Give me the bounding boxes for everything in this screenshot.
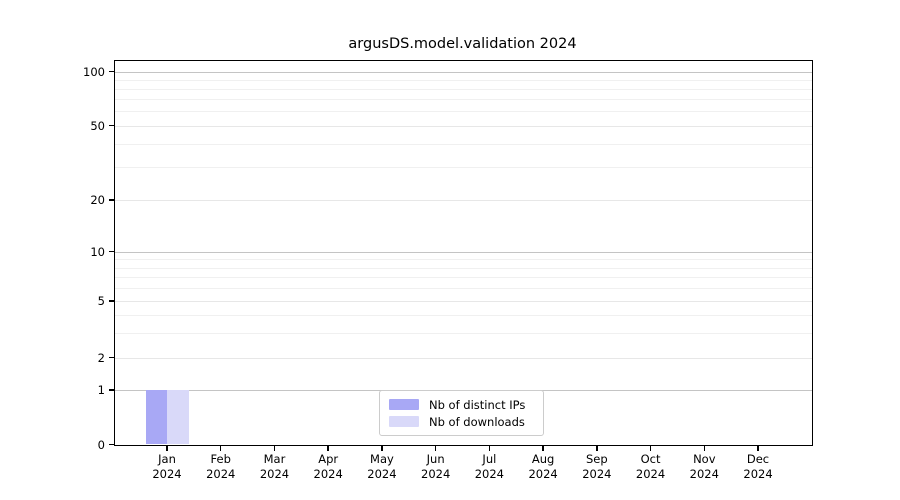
y-tick-label: 100 bbox=[83, 64, 105, 79]
x-tick-month: Jan bbox=[158, 451, 176, 466]
x-tick bbox=[273, 446, 276, 451]
x-tick-label: Nov 2024 bbox=[664, 452, 744, 482]
x-tick bbox=[542, 446, 544, 451]
y-tick-label: 10 bbox=[90, 244, 105, 259]
legend-swatch bbox=[389, 416, 419, 427]
gridline-major bbox=[115, 125, 812, 127]
x-tick-label: Dec 2024 bbox=[718, 452, 798, 482]
y-tick bbox=[108, 70, 114, 73]
legend-label: Nb of downloads bbox=[429, 414, 525, 429]
y-tick-label: 2 bbox=[97, 350, 105, 365]
x-tick-label: Sep 2024 bbox=[557, 452, 637, 482]
x-tick-label: Jan 2024 bbox=[127, 452, 207, 482]
x-tick-year: 2024 bbox=[367, 466, 397, 481]
plot-area: 0 1 2 5 10 20 50 100 Jan 2024 Feb 2024 Mar 2024 Apr 202… bbox=[83, 60, 813, 481]
gridline-minor bbox=[115, 79, 812, 81]
x-tick bbox=[434, 446, 437, 451]
gridline-minor bbox=[115, 259, 812, 261]
y-tick bbox=[108, 443, 114, 446]
x-tick-label: Mar 2024 bbox=[234, 452, 314, 482]
x-tick-month: Dec bbox=[746, 451, 770, 466]
gridline-minor bbox=[115, 267, 812, 269]
gridline-major bbox=[115, 251, 812, 253]
x-tick bbox=[757, 446, 759, 451]
legend-swatch bbox=[389, 399, 419, 410]
x-tick-year: 2024 bbox=[528, 466, 558, 481]
gridline-minor bbox=[115, 111, 812, 113]
y-tick-label: 50 bbox=[90, 118, 105, 133]
x-tick-year: 2024 bbox=[689, 466, 719, 481]
x-tick-month: Oct bbox=[640, 451, 661, 466]
y-tick-label: 0 bbox=[97, 437, 105, 452]
gridline-major bbox=[115, 357, 812, 359]
x-tick-month: Jul bbox=[482, 451, 497, 466]
x-tick-label: Apr 2024 bbox=[288, 452, 368, 482]
legend-label: Nb of distinct IPs bbox=[429, 397, 526, 412]
gridline-minor bbox=[115, 143, 812, 145]
y-tick bbox=[108, 250, 114, 253]
y-tick bbox=[108, 389, 114, 391]
x-tick-month: Aug bbox=[531, 451, 555, 466]
y-tick bbox=[108, 199, 114, 201]
gridline-major bbox=[115, 300, 812, 302]
x-tick-month: Apr bbox=[318, 451, 339, 466]
x-tick bbox=[381, 446, 383, 451]
gridline-minor bbox=[115, 332, 812, 334]
x-tick-year: 2024 bbox=[421, 466, 451, 481]
gridline-minor bbox=[115, 277, 812, 279]
x-tick-label: Jun 2024 bbox=[396, 452, 476, 482]
x-tick bbox=[649, 446, 652, 451]
x-tick-month: Sep bbox=[585, 451, 608, 466]
x-tick bbox=[488, 446, 491, 451]
x-tick-year: 2024 bbox=[152, 466, 182, 481]
legend: Nb of distinct IPs Nb of downloads bbox=[379, 390, 544, 436]
x-tick-year: 2024 bbox=[474, 466, 505, 481]
x-tick-label: Jul 2024 bbox=[449, 452, 529, 482]
bar bbox=[167, 390, 189, 445]
y-tick bbox=[108, 300, 114, 302]
x-tick-year: 2024 bbox=[206, 466, 236, 481]
bar bbox=[145, 390, 167, 445]
x-tick-month: May bbox=[370, 451, 394, 466]
gridline-minor bbox=[115, 88, 812, 90]
x-tick-year: 2024 bbox=[635, 466, 666, 481]
gridline-major bbox=[115, 200, 812, 202]
legend-item: Nb of downloads bbox=[380, 415, 543, 429]
x-tick-month: Mar bbox=[263, 451, 286, 466]
x-tick bbox=[596, 446, 598, 451]
x-tick bbox=[219, 446, 222, 451]
gridline-minor bbox=[115, 314, 812, 316]
x-tick-label: May 2024 bbox=[342, 452, 422, 482]
y-tick-label: 5 bbox=[97, 293, 105, 308]
chart-title: argusDS.model.validation 2024 bbox=[348, 36, 577, 52]
x-tick-year: 2024 bbox=[259, 466, 290, 481]
x-tick-label: Oct 2024 bbox=[611, 452, 691, 482]
gridline-minor bbox=[115, 288, 812, 290]
gridline-minor bbox=[115, 167, 812, 169]
y-tick-label: 1 bbox=[97, 383, 105, 397]
x-tick bbox=[166, 446, 168, 451]
x-tick bbox=[703, 446, 706, 451]
x-tick-month: Nov bbox=[693, 451, 716, 466]
x-tick-year: 2024 bbox=[582, 466, 612, 481]
gridline-major bbox=[115, 71, 812, 73]
y-tick-label: 20 bbox=[90, 193, 105, 208]
x-tick-label: Feb 2024 bbox=[181, 452, 261, 482]
x-tick-year: 2024 bbox=[743, 466, 773, 481]
y-tick bbox=[108, 124, 114, 127]
x-tick-month: Jun bbox=[426, 451, 445, 466]
x-tick-year: 2024 bbox=[313, 466, 343, 481]
x-tick-month: Feb bbox=[210, 451, 231, 466]
x-tick-label: Aug 2024 bbox=[503, 452, 583, 482]
legend-item: Nb of distinct IPs bbox=[380, 398, 543, 412]
gridline-minor bbox=[115, 99, 812, 101]
x-tick bbox=[327, 446, 329, 451]
y-tick bbox=[108, 356, 114, 359]
